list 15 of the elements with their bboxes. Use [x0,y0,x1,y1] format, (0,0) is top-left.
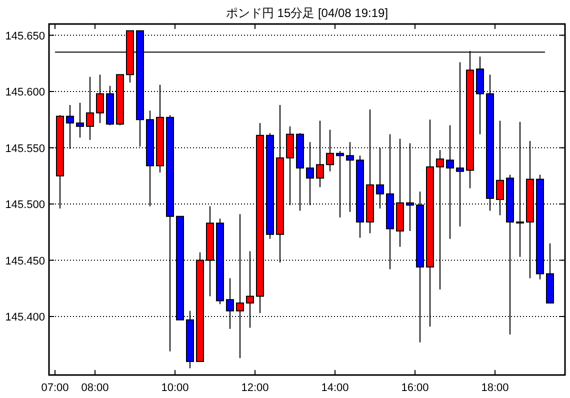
x-tick-label: 18:00 [481,382,509,394]
y-tick-label: 145.550 [5,142,45,155]
y-tick-label: 145.600 [5,86,45,98]
x-tick-label: 16:00 [401,382,429,394]
y-tick-label: 145.450 [5,255,45,268]
x-tick-label: 12:00 [241,382,269,394]
y-tick-label: 145.650 [5,30,45,42]
x-tick-label: 07:00 [41,382,69,394]
y-tick-label: 145.400 [5,312,45,324]
chart-title: ポンド円 15分足 [04/08 19:19] [226,6,388,20]
candlestick [76,102,84,138]
x-tick-label: 10:00 [161,382,189,394]
x-tick-label: 14:00 [321,382,349,394]
y-tick-label: 145.500 [5,199,45,211]
x-tick-label: 08:00 [81,382,109,394]
